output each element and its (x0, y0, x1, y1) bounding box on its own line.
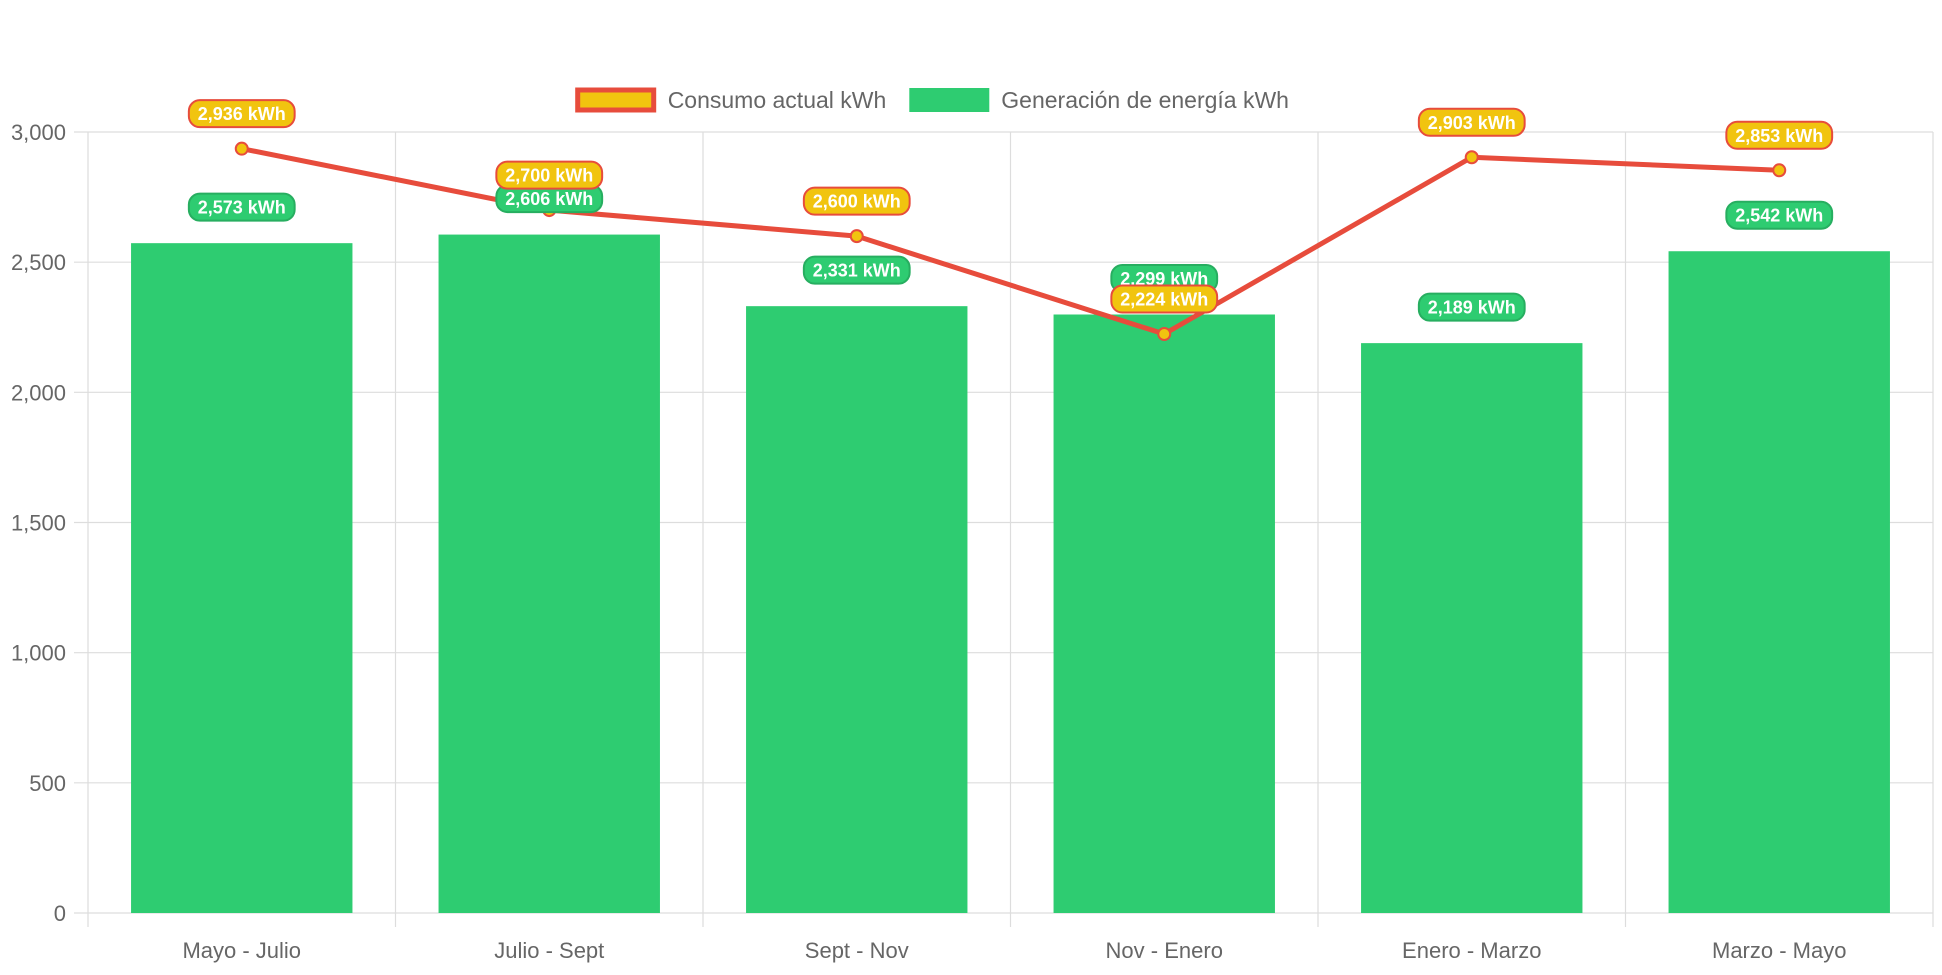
line-value-label: 2,700 kWh (495, 160, 604, 190)
line-value-label-text: 2,853 kWh (1735, 126, 1823, 146)
point-consumo[interactable] (849, 229, 864, 244)
y-tick-label: 2,500 (11, 250, 66, 275)
x-tick-label: Marzo - Mayo (1712, 938, 1846, 963)
bar-value-label: 2,573 kWh (187, 192, 296, 222)
x-tick-label: Julio - Sept (494, 938, 604, 963)
bar-generacion[interactable] (1361, 343, 1583, 913)
bar-generacion[interactable] (438, 234, 660, 913)
point-consumo[interactable] (234, 141, 249, 156)
line-value-label: 2,853 kWh (1725, 120, 1834, 150)
bars-layer (131, 234, 1890, 914)
data-labels-layer: 2,573 kWh 2,606 kWh 2,331 kWh 2,299 kWh 2,18… (187, 99, 1834, 322)
line-value-label: 2,936 kWh (187, 99, 296, 129)
y-tick-label: 0 (54, 901, 66, 926)
bar-value-label-text: 2,189 kWh (1428, 298, 1516, 318)
y-tick-label: 2,000 (11, 380, 66, 405)
point-consumo[interactable] (1464, 150, 1479, 165)
legend-item[interactable]: Generación de energía kWh (909, 87, 1289, 113)
line-value-label-text: 2,700 kWh (505, 166, 593, 186)
line-value-label: 2,224 kWh (1110, 284, 1219, 314)
line-value-label-text: 2,936 kWh (198, 104, 286, 124)
y-tick-label: 500 (29, 771, 66, 796)
line-value-label-bg (1110, 284, 1219, 314)
bar-value-label-bg (187, 192, 296, 222)
legend-label: Generación de energía kWh (1001, 87, 1289, 113)
x-tick-label: Enero - Marzo (1402, 938, 1541, 963)
bar-value-label-bg (1725, 200, 1834, 230)
line-value-label-text: 2,600 kWh (813, 192, 901, 212)
bar-value-label-text: 2,606 kWh (505, 189, 593, 209)
line-value-label: 2,903 kWh (1417, 107, 1526, 137)
x-tick-label: Nov - Enero (1106, 938, 1223, 963)
legend-item[interactable]: Consumo actual kWh (575, 87, 887, 113)
bar-value-label-bg (1417, 292, 1526, 322)
bar-value-label: 2,189 kWh (1417, 292, 1526, 322)
line-value-label-bg (495, 160, 604, 190)
legend-label: Consumo actual kWh (668, 87, 887, 113)
grid-layer (74, 131, 1934, 927)
y-tick-label: 3,000 (11, 120, 66, 145)
bar-value-label-text: 2,573 kWh (198, 198, 286, 218)
legend: Consumo actual kWh Generación de energía … (575, 87, 1289, 113)
bar-generacion[interactable] (1668, 251, 1890, 913)
bar-generacion[interactable] (746, 306, 968, 914)
line-value-label-text: 2,224 kWh (1120, 290, 1208, 310)
y-tick-label: 1,500 (11, 511, 66, 536)
x-tick-label: Mayo - Julio (182, 938, 301, 963)
legend-swatch-consumo (575, 87, 657, 113)
bar-generacion[interactable] (1053, 314, 1275, 913)
bar-value-label: 2,331 kWh (802, 255, 911, 285)
bar-value-label-text: 2,331 kWh (813, 261, 901, 281)
line-value-label-bg (1725, 120, 1834, 150)
legend-swatch-generacion (909, 88, 990, 112)
bar-value-label-text: 2,299 kWh (1120, 269, 1208, 289)
bar-value-label-text: 2,542 kWh (1735, 206, 1823, 226)
bar-generacion[interactable] (131, 243, 353, 913)
line-value-label-bg (187, 99, 296, 129)
bar-value-label: 2,542 kWh (1725, 200, 1834, 230)
y-tick-label: 1,000 (11, 641, 66, 666)
bar-value-label-bg (802, 255, 911, 285)
line-value-label-text: 2,903 kWh (1428, 113, 1516, 133)
point-consumo[interactable] (1157, 327, 1172, 342)
line-value-label-bg (1417, 107, 1526, 137)
line-value-label: 2,600 kWh (802, 186, 911, 216)
line-value-label-bg (802, 186, 911, 216)
point-consumo[interactable] (1772, 163, 1787, 178)
x-tick-label: Sept - Nov (805, 938, 909, 963)
axis-layer: 0 500 1,000 1,500 2,000 2,500 3,000 Mayo - Juli… (11, 120, 1847, 963)
bar-value-label: 2,606 kWh (495, 184, 604, 214)
